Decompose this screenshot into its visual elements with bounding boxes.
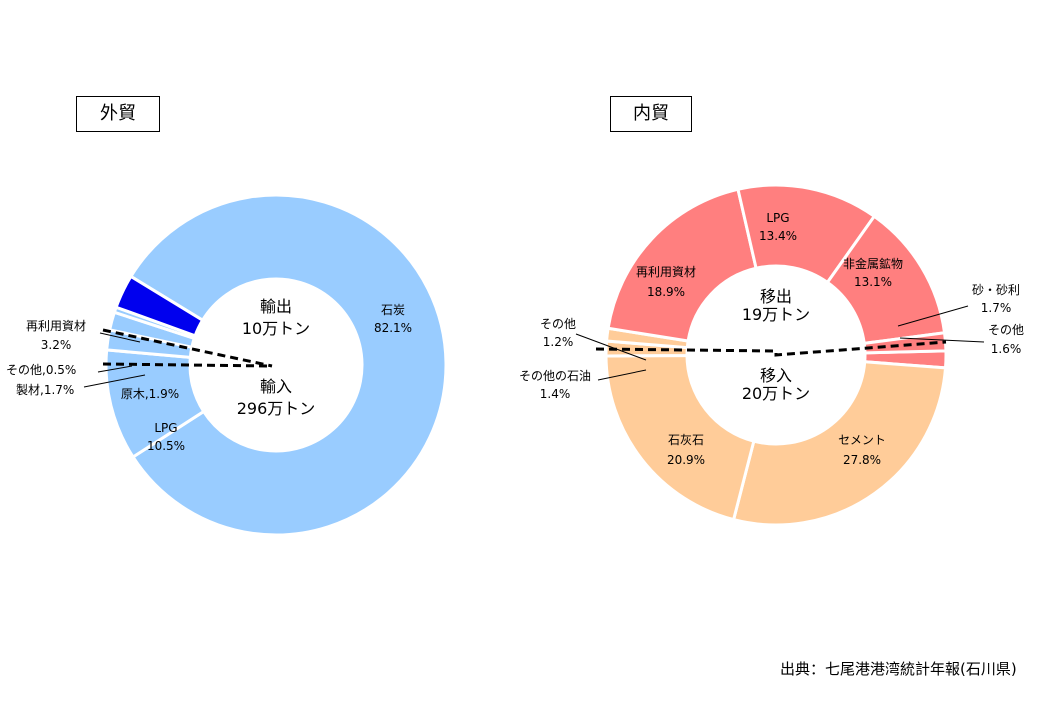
label-recycled-domestic-name: 再利用資材 (636, 265, 696, 279)
leader-recycled (99, 332, 141, 343)
center-import-amount: 296万トン (237, 399, 316, 418)
label-limestone-name: 石灰石 (668, 433, 704, 447)
label-gravel-name: 砂・砂利 (972, 283, 1020, 297)
label-lpg-domestic-value: 13.4% (759, 229, 797, 243)
leader-other-shipin (575, 333, 647, 361)
slice-0-0 (128, 193, 448, 537)
label-recycled-value: 3.2% (41, 338, 72, 352)
leader-other-foreign (97, 365, 133, 373)
chart-title-foreign-trade: 外貿 (76, 96, 160, 132)
slice-0-5 (114, 274, 205, 338)
label-lpg-name: LPG (154, 421, 177, 435)
divider-import-export-upper (102, 328, 273, 368)
label-cement-value: 27.8% (843, 453, 881, 467)
label-logs: 原木,1.9% (121, 387, 179, 401)
label-other-shipout-value: 1.6% (991, 342, 1022, 356)
label-cement-name: セメント (838, 433, 886, 447)
center-export-label: 輸出 (260, 297, 292, 316)
divider-shipin-shipout (595, 340, 947, 357)
label-other-oil-value: 1.4% (540, 387, 571, 401)
label-recycled-name: 再利用資材 (26, 319, 86, 333)
leader-gravel (897, 305, 969, 327)
center-shipout-label: 移出 (760, 287, 792, 306)
label-other-shipin-name: その他 (540, 317, 576, 331)
source-note: 出典：七尾港港湾統計年報(石川県) (780, 660, 1017, 678)
label-other-shipout-name: その他 (988, 323, 1024, 337)
label-other-shipin-value: 1.2% (543, 335, 574, 349)
donut-foreign-trade (104, 193, 448, 537)
center-import-label: 輸入 (260, 377, 292, 396)
label-lpg-value: 10.5% (147, 439, 185, 453)
label-nonmetal-name: 非金属鉱物 (843, 256, 903, 271)
leader-other-shipout (899, 337, 985, 343)
chart-title-domestic-trade: 内貿 (610, 96, 692, 132)
center-shipout-amount: 19万トン (742, 305, 810, 324)
donut-domestic-trade (604, 183, 948, 527)
label-nonmetal-value: 13.1% (854, 275, 892, 289)
label-recycled-domestic-value: 18.9% (647, 285, 685, 299)
center-export-amount: 10万トン (242, 319, 310, 338)
label-lumber: 製材,1.7% (16, 383, 74, 397)
divider-import-export-lower (102, 362, 273, 368)
slice-1-5 (606, 187, 758, 343)
label-limestone-value: 20.9% (667, 453, 705, 467)
label-other-oil-name: その他の石油 (519, 369, 591, 383)
label-gravel-value: 1.7% (981, 301, 1012, 315)
center-shipin-amount: 20万トン (742, 384, 810, 403)
label-other-foreign: その他,0.5% (6, 363, 76, 377)
slice-1-2 (604, 353, 756, 522)
slice-1-1 (731, 360, 948, 527)
leader-other-oil (597, 369, 647, 381)
label-coal-value: 82.1% (374, 321, 412, 335)
center-shipin-label: 移入 (760, 366, 792, 385)
label-coal-name: 石炭 (381, 303, 405, 317)
label-lpg-domestic-name: LPG (766, 211, 789, 225)
leader-lumber (83, 374, 146, 388)
